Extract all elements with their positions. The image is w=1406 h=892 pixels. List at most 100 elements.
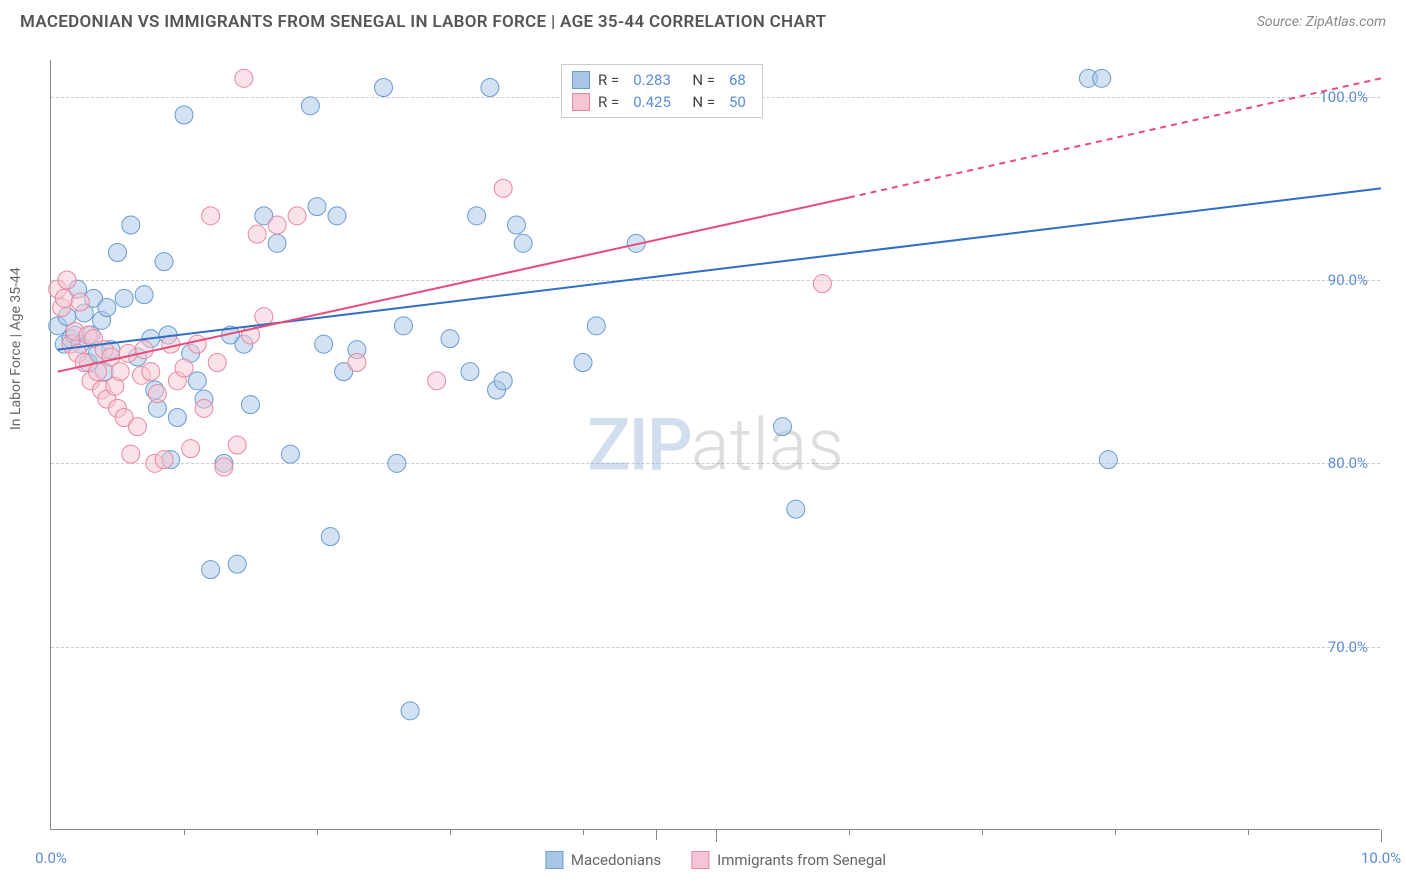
scatter-point xyxy=(301,97,319,115)
legend-swatch-icon xyxy=(572,71,590,89)
scatter-point xyxy=(1099,451,1117,469)
scatter-point xyxy=(281,445,299,463)
scatter-point xyxy=(155,253,173,271)
regression-line-dashed xyxy=(849,78,1381,197)
legend-series: Macedonians Immigrants from Senegal xyxy=(545,851,886,869)
scatter-point xyxy=(574,354,592,372)
scatter-point xyxy=(155,451,173,469)
scatter-point xyxy=(135,341,153,359)
x-minor-tick xyxy=(450,829,451,835)
scatter-point xyxy=(508,216,526,234)
scatter-point xyxy=(228,436,246,454)
x-minor-tick xyxy=(1115,829,1116,835)
scatter-point xyxy=(115,289,133,307)
scatter-point xyxy=(122,445,140,463)
scatter-point xyxy=(168,409,186,427)
scatter-point xyxy=(188,372,206,390)
scatter-point xyxy=(813,275,831,293)
scatter-point xyxy=(162,335,180,353)
x-minor-tick xyxy=(1248,829,1249,835)
scatter-point xyxy=(481,79,499,97)
scatter-point xyxy=(242,396,260,414)
scatter-point xyxy=(787,500,805,518)
legend-n-value: 50 xyxy=(729,93,746,111)
scatter-point xyxy=(202,561,220,579)
scatter-point xyxy=(428,372,446,390)
legend-r-value: 0.425 xyxy=(633,93,671,111)
legend-series-label: Macedonians xyxy=(571,851,661,869)
legend-stats-box: R = 0.283 N = 68 R = 0.425 N = 50 xyxy=(561,64,763,118)
scatter-point xyxy=(55,289,73,307)
chart-plot-area: ZIPatlas 70.0%80.0%90.0%100.0%0.0%10.0%R… xyxy=(50,60,1380,830)
legend-series-label: Immigrants from Senegal xyxy=(717,851,886,869)
scatter-point xyxy=(58,271,76,289)
legend-n-value: 68 xyxy=(729,71,746,89)
scatter-point xyxy=(175,106,193,124)
x-tick-label: 10.0% xyxy=(1361,849,1401,867)
scatter-point xyxy=(1093,69,1111,87)
scatter-point xyxy=(268,216,286,234)
scatter-point xyxy=(202,207,220,225)
scatter-point xyxy=(235,69,253,87)
scatter-point xyxy=(315,335,333,353)
scatter-point xyxy=(248,225,266,243)
scatter-point xyxy=(494,372,512,390)
scatter-point xyxy=(394,317,412,335)
gridline-v-mid xyxy=(656,830,657,840)
legend-n-label: N = xyxy=(685,93,715,111)
x-minor-tick xyxy=(184,829,185,835)
legend-series-item[interactable]: Macedonians xyxy=(545,851,661,869)
legend-r-label: R = xyxy=(598,93,619,111)
scatter-point xyxy=(182,440,200,458)
scatter-point xyxy=(468,207,486,225)
scatter-point xyxy=(119,344,137,362)
scatter-point xyxy=(461,363,479,381)
scatter-point xyxy=(228,555,246,573)
scatter-point xyxy=(514,234,532,252)
legend-r-value: 0.283 xyxy=(633,71,671,89)
legend-swatch-icon xyxy=(691,851,709,869)
x-tick-label: 0.0% xyxy=(35,849,67,867)
chart-title: MACEDONIAN VS IMMIGRANTS FROM SENEGAL IN… xyxy=(20,12,826,32)
scatter-point xyxy=(208,354,226,372)
scatter-point xyxy=(587,317,605,335)
scatter-point xyxy=(98,299,116,317)
scatter-point xyxy=(215,458,233,476)
scatter-point xyxy=(288,207,306,225)
scatter-point xyxy=(321,528,339,546)
y-axis-label: In Labor Force | Age 35-44 xyxy=(8,267,24,430)
gridline-v xyxy=(716,830,717,842)
scatter-point xyxy=(109,244,127,262)
legend-series-item[interactable]: Immigrants from Senegal xyxy=(691,851,886,869)
legend-r-label: R = xyxy=(598,71,619,89)
x-minor-tick xyxy=(982,829,983,835)
scatter-point xyxy=(308,198,326,216)
source-label: Source: ZipAtlas.com xyxy=(1257,14,1386,30)
scatter-point xyxy=(348,354,366,372)
scatter-point xyxy=(774,418,792,436)
scatter-point xyxy=(89,363,107,381)
scatter-point xyxy=(195,399,213,417)
legend-swatch-icon xyxy=(545,851,563,869)
legend-stats-row: R = 0.283 N = 68 xyxy=(572,69,752,91)
scatter-point xyxy=(111,363,129,381)
scatter-point xyxy=(122,216,140,234)
legend-n-label: N = xyxy=(685,71,715,89)
gridline-v xyxy=(1381,830,1382,842)
scatter-point xyxy=(401,702,419,720)
x-minor-tick xyxy=(317,829,318,835)
scatter-point xyxy=(175,359,193,377)
scatter-point xyxy=(328,207,346,225)
scatter-svg xyxy=(51,60,1380,829)
scatter-point xyxy=(441,330,459,348)
legend-stats-row: R = 0.425 N = 50 xyxy=(572,91,752,113)
scatter-point xyxy=(142,363,160,381)
scatter-point xyxy=(188,335,206,353)
scatter-point xyxy=(268,234,286,252)
scatter-point xyxy=(128,418,146,436)
scatter-point xyxy=(388,454,406,472)
scatter-point xyxy=(148,385,166,403)
legend-swatch-icon xyxy=(572,93,590,111)
x-minor-tick xyxy=(849,829,850,835)
x-minor-tick xyxy=(583,829,584,835)
